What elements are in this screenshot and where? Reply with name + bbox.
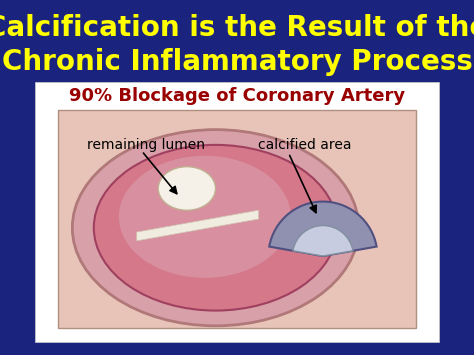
Bar bbox=[35, 82, 439, 342]
Ellipse shape bbox=[158, 167, 216, 210]
Polygon shape bbox=[137, 210, 258, 241]
Text: Calcification is the Result of the: Calcification is the Result of the bbox=[0, 14, 474, 42]
Wedge shape bbox=[269, 202, 376, 256]
Ellipse shape bbox=[119, 156, 291, 278]
Ellipse shape bbox=[94, 145, 337, 311]
Text: remaining lumen: remaining lumen bbox=[87, 138, 205, 152]
Text: Chronic Inflammatory Process: Chronic Inflammatory Process bbox=[1, 48, 473, 76]
Text: calcified area: calcified area bbox=[258, 138, 352, 152]
Text: 90% Blockage of Coronary Artery: 90% Blockage of Coronary Artery bbox=[69, 87, 405, 105]
Wedge shape bbox=[293, 225, 353, 256]
Bar bbox=[58, 110, 416, 328]
Ellipse shape bbox=[73, 130, 359, 326]
